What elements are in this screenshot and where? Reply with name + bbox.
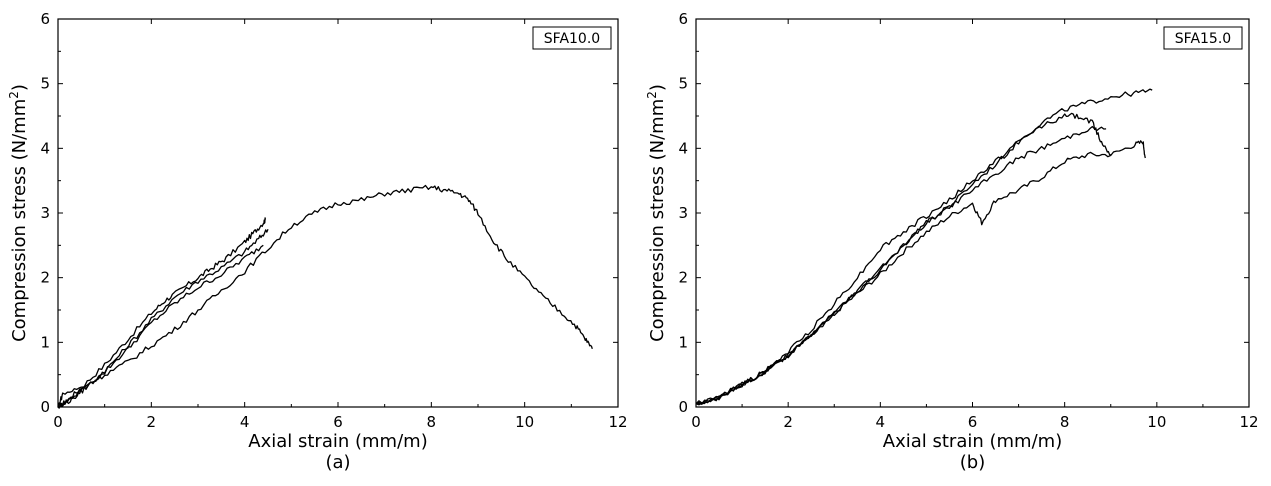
plot-frame [57, 18, 619, 408]
x-tick-label: 12 [608, 413, 627, 431]
x-tick-label: 2 [783, 413, 793, 431]
x-tick-label: 8 [427, 413, 437, 431]
series-line [57, 217, 267, 408]
y-tick-label: 5 [40, 75, 50, 93]
legend-box [1163, 26, 1243, 50]
x-tick-label: 10 [515, 413, 534, 431]
y-axis-label-sup: 2 [645, 91, 659, 99]
y-tick-label: 6 [40, 10, 50, 28]
y-tick-label: 0 [678, 398, 688, 416]
x-axis-label: Axial strain (mm/m) [883, 431, 1062, 452]
y-tick-label: 3 [40, 204, 50, 222]
x-tick-label: 8 [1060, 413, 1070, 431]
y-tick-label: 1 [40, 333, 50, 351]
x-tick-label: 12 [1239, 413, 1258, 431]
y-tick-label: 0 [40, 398, 50, 416]
series-line [695, 112, 1111, 406]
y-tick-label: 4 [40, 139, 50, 157]
series-line [57, 228, 269, 409]
series-line [695, 125, 1107, 405]
y-axis-label-sup: 2 [7, 91, 21, 99]
y-tick-label: 1 [678, 333, 688, 351]
legend-label: SFA15.0 [1175, 31, 1231, 47]
series-line [57, 184, 593, 408]
x-axis-label: Axial strain (mm/m) [248, 431, 427, 452]
y-tick-label: 4 [678, 139, 688, 157]
series-line [695, 88, 1153, 405]
y-axis-label-text: Compression stress (N/mm [647, 99, 668, 342]
y-tick-label: 6 [678, 10, 688, 28]
x-tick-label: 6 [333, 413, 343, 431]
x-tick-label: 2 [147, 413, 157, 431]
x-tick-label: 4 [876, 413, 886, 431]
panel-label: (a) [325, 452, 350, 473]
y-axis-label: Compression stress (N/mm2) [645, 84, 668, 342]
plot-frame [695, 18, 1250, 408]
y-tick-label: 5 [678, 75, 688, 93]
y-tick-label: 2 [40, 269, 50, 287]
y-axis-label-text: Compression stress (N/mm [9, 99, 30, 342]
y-axis-label-close: ) [9, 84, 30, 91]
series-line [695, 140, 1146, 405]
y-tick-label: 2 [678, 269, 688, 287]
legend-label: SFA10.0 [544, 31, 600, 47]
series-line [57, 244, 264, 408]
legend-box [532, 26, 612, 50]
panel-label: (b) [960, 452, 985, 473]
y-axis-label-close: ) [647, 84, 668, 91]
y-tick-label: 3 [678, 204, 688, 222]
x-tick-label: 0 [53, 413, 63, 431]
y-axis-label: Compression stress (N/mm2) [7, 84, 30, 342]
x-tick-label: 4 [240, 413, 250, 431]
x-tick-label: 6 [968, 413, 978, 431]
x-tick-label: 0 [691, 413, 701, 431]
x-tick-label: 10 [1147, 413, 1166, 431]
